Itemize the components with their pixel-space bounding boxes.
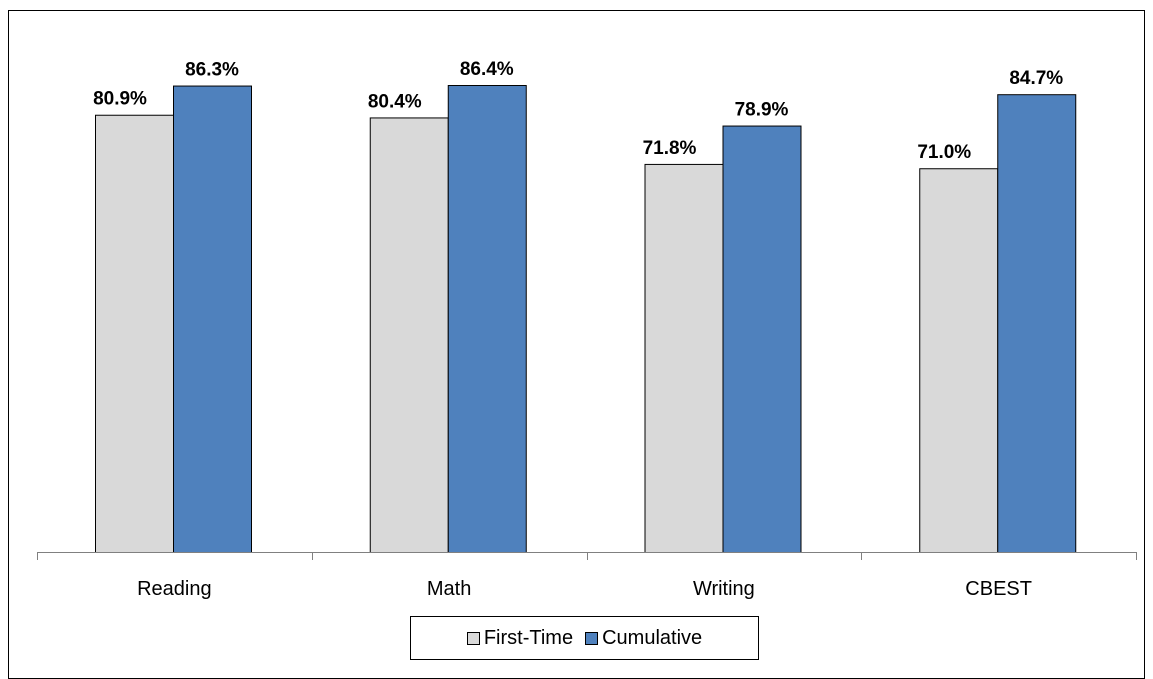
legend-item-first-time: First-Time: [466, 626, 574, 650]
data-label-cumulative-cbest: 84.7%: [1009, 68, 1063, 89]
x-tick-label-writing: Writing: [693, 578, 755, 600]
data-label-first-time-writing: 71.8%: [643, 138, 697, 159]
bar-first-time-reading: [95, 114, 174, 553]
data-label-cumulative-reading: 86.3%: [185, 60, 239, 81]
bar-first-time-writing: [644, 163, 724, 554]
legend: First-Time Cumulative: [410, 616, 759, 660]
legend-item-cumulative: Cumulative: [585, 627, 702, 650]
data-label-cumulative-writing: 78.9%: [735, 100, 789, 121]
data-label-cumulative-math: 86.4%: [460, 59, 514, 80]
legend-swatch-first-time: [466, 631, 480, 645]
x-tick-label-cbest: CBEST: [965, 578, 1032, 600]
bar-cumulative-writing: [722, 125, 802, 553]
bar-cumulative-cbest: [997, 94, 1077, 553]
bar-cumulative-reading: [173, 85, 252, 554]
labels-group: 80.9% 86.3% Reading 80.4% 86.4% Math 71.8% 78.9…: [93, 59, 1063, 600]
bar-cumulative-math: [447, 85, 527, 554]
legend-label-cumulative: Cumulative: [602, 626, 703, 649]
data-label-first-time-math: 80.4%: [368, 91, 422, 112]
x-tick-label-reading: Reading: [137, 578, 212, 600]
bar-first-time-math: [369, 117, 449, 554]
legend-swatch-cumulative: [585, 631, 599, 645]
data-label-first-time-reading: 80.9%: [93, 89, 147, 110]
data-label-first-time-cbest: 71.0%: [917, 142, 971, 163]
legend-label-first-time: First-Time: [483, 626, 574, 649]
x-tick-label-math: Math: [427, 578, 471, 600]
bar-first-time-cbest: [919, 168, 999, 553]
x-axis: [37, 552, 1137, 560]
